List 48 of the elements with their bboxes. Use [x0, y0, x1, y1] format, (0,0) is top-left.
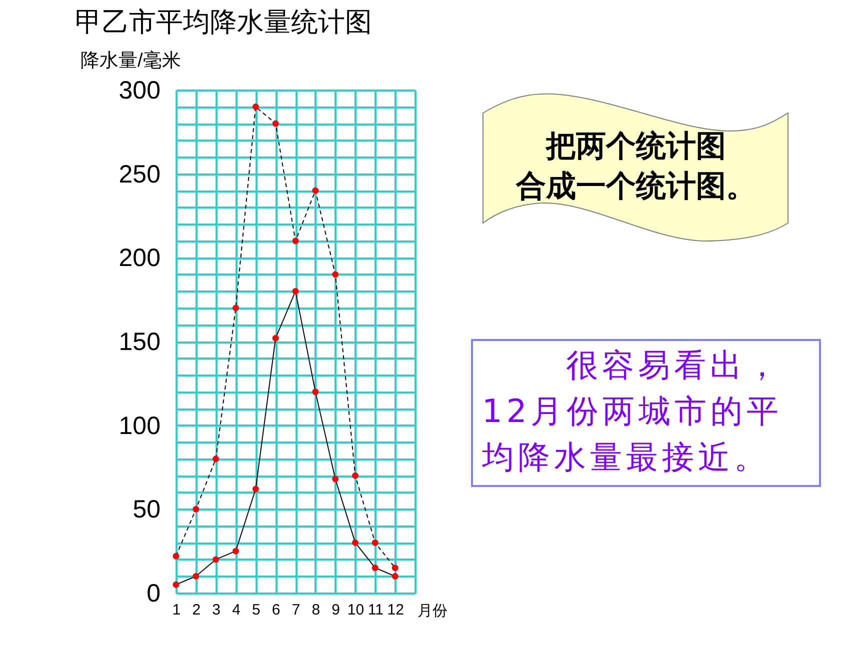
- x-tick-label: 2: [192, 602, 201, 618]
- x-tick-label: 7: [292, 602, 300, 618]
- x-tick-label: 4: [232, 602, 240, 618]
- text: 很容易看出，12月份两城市的平均降水量最接近。: [482, 345, 784, 478]
- point: [192, 573, 200, 580]
- point: [352, 472, 358, 479]
- point: [372, 539, 378, 546]
- point: [332, 271, 339, 278]
- point: [332, 476, 339, 482]
- y-tick-label: 250: [118, 160, 160, 188]
- point: [312, 187, 319, 194]
- point: [232, 304, 239, 312]
- point: [212, 556, 220, 563]
- point: [252, 486, 259, 492]
- point: [352, 539, 358, 546]
- y-axis-title: 降水量/毫米: [80, 50, 181, 72]
- point: [172, 552, 180, 560]
- x-tick-label: 11: [368, 602, 384, 618]
- x-tick-label: 5: [252, 602, 260, 618]
- y-tick-label: 300: [118, 76, 160, 104]
- point: [272, 120, 279, 127]
- x-tick-label: 12: [387, 602, 404, 618]
- point: [372, 564, 378, 572]
- x-tick-label: 1: [172, 602, 181, 618]
- x-axis-title: 月份: [418, 602, 448, 620]
- point: [172, 581, 180, 588]
- y-tick-label: 200: [118, 244, 160, 272]
- point: [312, 388, 319, 396]
- point: [292, 288, 299, 294]
- point: [192, 506, 200, 512]
- y-tick-label: 150: [118, 328, 160, 356]
- point: [292, 238, 299, 244]
- y-tick-label: 50: [132, 496, 160, 524]
- point: [232, 548, 239, 554]
- point: [392, 573, 398, 580]
- x-tick-label: 6: [272, 602, 280, 618]
- x-tick-label: 8: [312, 602, 320, 618]
- x-tick-label: 10: [347, 602, 364, 618]
- point: [272, 334, 279, 342]
- y-tick-label: 0: [146, 580, 160, 608]
- x-tick-label: 3: [212, 602, 221, 618]
- y-tick-label: 100: [118, 412, 160, 440]
- point: [252, 104, 259, 110]
- text: 把两个统计图合成一个统计图。: [514, 128, 757, 206]
- point: [212, 456, 220, 462]
- x-tick-label: 9: [332, 602, 340, 618]
- chart-title: 甲乙市平均降水量统计图: [75, 7, 372, 37]
- point: [392, 564, 398, 572]
